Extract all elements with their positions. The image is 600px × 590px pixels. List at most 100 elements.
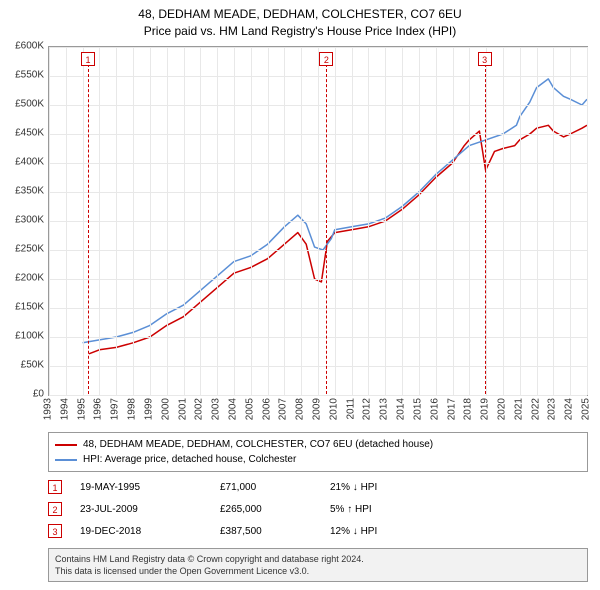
x-tick-label: 2015 [412,398,423,420]
y-tick-label: £400K [0,157,44,168]
gridline-v [368,47,369,395]
gridline-v [184,47,185,395]
footer-line2: This data is licensed under the Open Gov… [55,565,581,577]
gridline-v [318,47,319,395]
marker-row-2: 2 23-JUL-2009 £265,000 5% ↑ HPI [48,498,588,520]
marker-date-1: 19-MAY-1995 [80,482,220,493]
gridline-v [402,47,403,395]
x-tick-label: 2010 [328,398,339,420]
y-tick-label: £600K [0,41,44,52]
marker-badge-1: 1 [48,480,62,494]
gridline-v [284,47,285,395]
x-tick-label: 2008 [295,398,306,420]
legend-label-hpi: HPI: Average price, detached house, Colc… [83,452,296,467]
title-line1: 48, DEDHAM MEADE, DEDHAM, COLCHESTER, CO… [0,6,600,23]
x-tick-label: 2022 [530,398,541,420]
marker-table: 1 19-MAY-1995 £71,000 21% ↓ HPI 2 23-JUL… [48,476,588,542]
x-tick-label: 1998 [127,398,138,420]
gridline-v [335,47,336,395]
x-tick-label: 2009 [312,398,323,420]
marker-flag-3: 3 [478,52,492,66]
gridline-v [503,47,504,395]
marker-price-3: £387,500 [220,526,330,537]
y-tick-label: £550K [0,70,44,81]
gridline-v [537,47,538,395]
y-tick-label: £350K [0,186,44,197]
gridline-v [200,47,201,395]
gridline-v [66,47,67,395]
footer-line1: Contains HM Land Registry data © Crown c… [55,553,581,565]
legend-item-price-paid: 48, DEDHAM MEADE, DEDHAM, COLCHESTER, CO… [55,437,581,452]
y-tick-label: £300K [0,215,44,226]
x-tick-label: 2019 [480,398,491,420]
marker-line-2 [326,64,327,394]
gridline-v [553,47,554,395]
x-tick-label: 2004 [227,398,238,420]
marker-badge-3: 3 [48,524,62,538]
x-tick-label: 2017 [446,398,457,420]
legend-item-hpi: HPI: Average price, detached house, Colc… [55,452,581,467]
marker-diff-3: 12% ↓ HPI [330,526,450,537]
marker-diff-2: 5% ↑ HPI [330,504,450,515]
y-tick-label: £200K [0,273,44,284]
gridline-h [49,395,587,396]
legend-swatch-price-paid [55,444,77,446]
plot-area [48,46,588,396]
x-tick-label: 1997 [110,398,121,420]
x-tick-label: 2012 [362,398,373,420]
x-tick-label: 2020 [496,398,507,420]
x-tick-label: 2024 [564,398,575,420]
gridline-v [116,47,117,395]
x-tick-label: 2016 [429,398,440,420]
gridline-v [520,47,521,395]
x-tick-label: 2000 [160,398,171,420]
title-line2: Price paid vs. HM Land Registry's House … [0,23,600,40]
marker-row-1: 1 19-MAY-1995 £71,000 21% ↓ HPI [48,476,588,498]
x-tick-label: 2014 [396,398,407,420]
x-tick-label: 1996 [93,398,104,420]
marker-badge-2: 2 [48,502,62,516]
gridline-v [167,47,168,395]
gridline-v [453,47,454,395]
gridline-v [234,47,235,395]
chart-title: 48, DEDHAM MEADE, DEDHAM, COLCHESTER, CO… [0,0,600,40]
y-tick-label: £150K [0,302,44,313]
gridline-v [99,47,100,395]
y-tick-label: £0 [0,389,44,400]
y-tick-label: £50K [0,360,44,371]
legend-swatch-hpi [55,459,77,461]
x-tick-label: 1995 [76,398,87,420]
gridline-v [150,47,151,395]
marker-date-3: 19-DEC-2018 [80,526,220,537]
marker-row-3: 3 19-DEC-2018 £387,500 12% ↓ HPI [48,520,588,542]
legend-label-price-paid: 48, DEDHAM MEADE, DEDHAM, COLCHESTER, CO… [83,437,433,452]
x-tick-label: 1993 [43,398,54,420]
marker-price-2: £265,000 [220,504,330,515]
footer: Contains HM Land Registry data © Crown c… [48,548,588,582]
x-tick-label: 2018 [463,398,474,420]
x-tick-label: 1994 [59,398,70,420]
y-tick-label: £250K [0,244,44,255]
gridline-v [486,47,487,395]
x-tick-label: 2003 [211,398,222,420]
gridline-v [469,47,470,395]
gridline-v [352,47,353,395]
x-tick-label: 2007 [278,398,289,420]
x-tick-label: 2025 [581,398,592,420]
gridline-v [83,47,84,395]
legend: 48, DEDHAM MEADE, DEDHAM, COLCHESTER, CO… [48,432,588,472]
y-tick-label: £500K [0,99,44,110]
x-tick-label: 2002 [194,398,205,420]
y-tick-label: £100K [0,331,44,342]
y-tick-label: £450K [0,128,44,139]
x-tick-label: 2023 [547,398,558,420]
gridline-v [301,47,302,395]
marker-flag-1: 1 [81,52,95,66]
x-tick-label: 1999 [143,398,154,420]
chart-container: 48, DEDHAM MEADE, DEDHAM, COLCHESTER, CO… [0,0,600,590]
gridline-v [133,47,134,395]
gridline-v [268,47,269,395]
marker-flag-2: 2 [319,52,333,66]
marker-date-2: 23-JUL-2009 [80,504,220,515]
x-tick-label: 2021 [513,398,524,420]
